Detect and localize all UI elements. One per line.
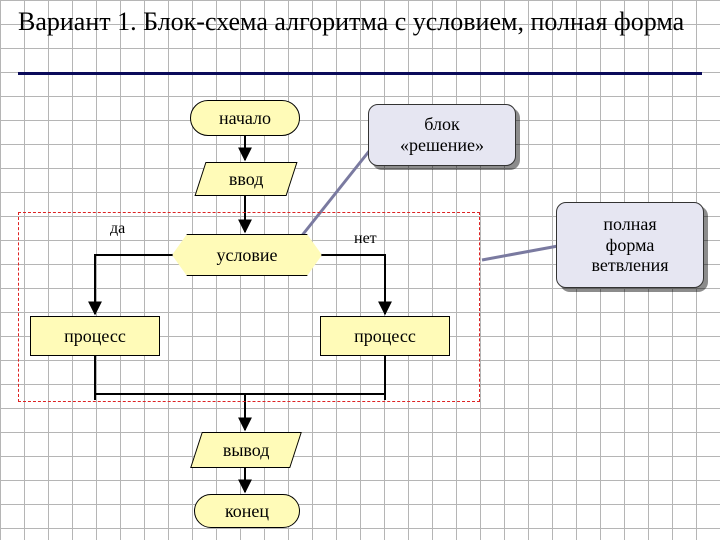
callout-line: форма <box>606 235 655 256</box>
node-process-left: процесс <box>30 316 160 356</box>
node-process-left-label: процесс <box>64 326 126 347</box>
node-start-label: начало <box>219 108 271 129</box>
callout-line: «решение» <box>400 135 484 156</box>
page-title: Вариант 1. Блок-схема алгоритма с услови… <box>18 6 702 37</box>
callout-decision-block: блок «решение» <box>368 104 516 166</box>
node-condition: условие <box>172 234 322 276</box>
node-output: вывод <box>190 432 302 468</box>
node-end-label: конец <box>225 501 269 522</box>
branch-label-no: нет <box>354 230 377 248</box>
callout-line: блок <box>424 114 459 135</box>
callout-full-form: полная форма ветвления <box>556 202 704 288</box>
node-input: ввод <box>194 162 297 196</box>
node-end: конец <box>194 494 300 528</box>
callout-line: полная <box>603 214 656 235</box>
callout-line: ветвления <box>591 255 668 276</box>
node-condition-label: условие <box>216 245 277 266</box>
branch-label-yes: да <box>110 220 125 238</box>
title-text: Вариант 1. Блок-схема алгоритма с услови… <box>18 6 702 37</box>
title-underline <box>18 72 702 75</box>
node-start: начало <box>190 100 300 136</box>
node-output-label: вывод <box>223 440 270 461</box>
node-process-right-label: процесс <box>354 326 416 347</box>
node-process-right: процесс <box>320 316 450 356</box>
node-input-label: ввод <box>229 169 264 190</box>
